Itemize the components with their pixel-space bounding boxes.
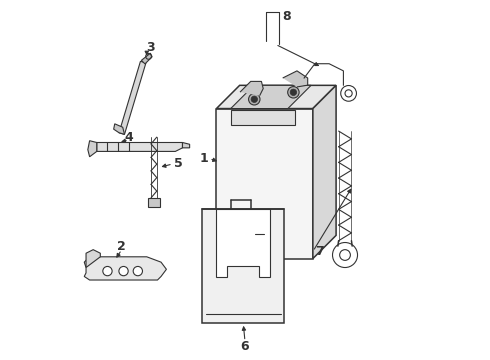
Circle shape bbox=[290, 89, 296, 95]
Polygon shape bbox=[88, 141, 97, 157]
Bar bbox=[148, 198, 160, 207]
Polygon shape bbox=[217, 109, 313, 258]
Polygon shape bbox=[231, 111, 295, 125]
Circle shape bbox=[248, 94, 260, 105]
Polygon shape bbox=[119, 61, 146, 134]
Circle shape bbox=[251, 96, 258, 103]
Circle shape bbox=[119, 266, 128, 276]
Text: 6: 6 bbox=[241, 339, 249, 352]
Polygon shape bbox=[283, 71, 308, 87]
Text: 7: 7 bbox=[315, 245, 323, 258]
Polygon shape bbox=[217, 208, 270, 277]
Text: 3: 3 bbox=[146, 41, 155, 54]
Text: 8: 8 bbox=[283, 10, 291, 23]
Circle shape bbox=[103, 266, 112, 276]
Text: 5: 5 bbox=[173, 157, 182, 170]
Circle shape bbox=[288, 87, 299, 98]
Polygon shape bbox=[182, 143, 190, 148]
Polygon shape bbox=[217, 85, 336, 109]
Text: 1: 1 bbox=[199, 152, 208, 165]
Polygon shape bbox=[240, 81, 263, 96]
Text: 4: 4 bbox=[124, 131, 133, 144]
Polygon shape bbox=[114, 124, 124, 134]
Circle shape bbox=[133, 266, 143, 276]
Polygon shape bbox=[86, 249, 100, 267]
Polygon shape bbox=[202, 208, 284, 323]
Polygon shape bbox=[97, 143, 182, 152]
Polygon shape bbox=[231, 85, 311, 109]
Polygon shape bbox=[313, 85, 336, 258]
Circle shape bbox=[252, 226, 267, 241]
Text: 2: 2 bbox=[118, 240, 126, 253]
Polygon shape bbox=[142, 53, 152, 64]
Polygon shape bbox=[84, 257, 167, 280]
